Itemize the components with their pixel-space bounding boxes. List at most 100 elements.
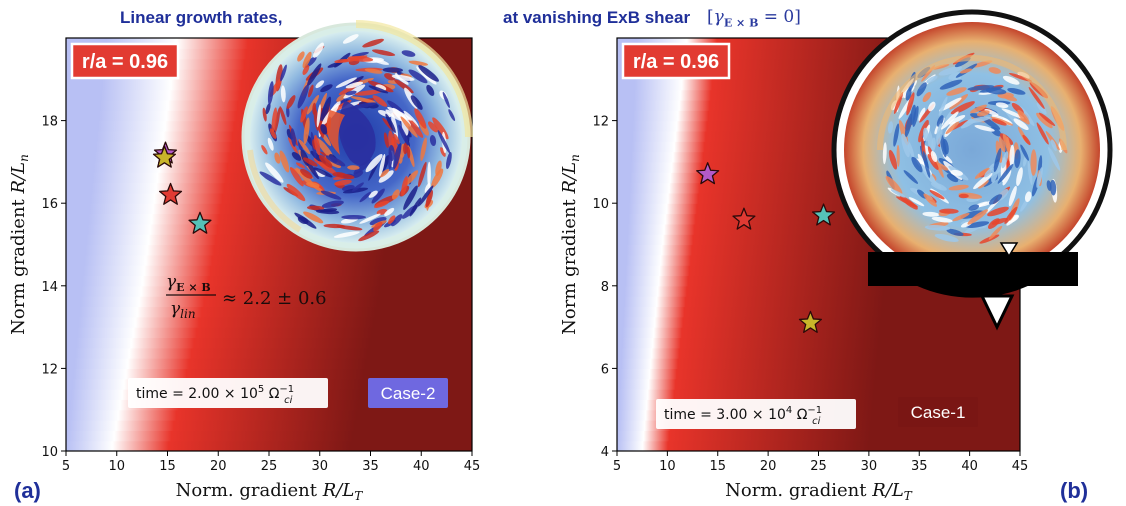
eddy-streak — [388, 151, 393, 170]
y-tick-label: 16 — [41, 197, 58, 212]
eddy-streak — [882, 142, 887, 165]
eddy-streak — [939, 79, 963, 90]
eddy-streak — [327, 61, 343, 68]
x-axis-label: Norm. gradient R/LT — [725, 480, 913, 503]
data-star — [188, 211, 212, 234]
eddy-streak — [320, 96, 332, 122]
eddy-streak — [893, 123, 900, 147]
eddy-streak — [325, 155, 346, 167]
eddy-streak — [353, 159, 372, 175]
eddy-streak — [885, 176, 903, 195]
inset-streaks-b — [882, 52, 1068, 244]
eddy-streak — [904, 113, 913, 138]
eddy-streak — [364, 68, 383, 74]
y-tick-label: 10 — [41, 445, 58, 460]
eddy-streak — [1016, 167, 1023, 186]
eddy-streak — [307, 63, 322, 86]
eddy-streak — [908, 197, 925, 207]
eddy-streak — [414, 108, 427, 129]
eddy-streak — [948, 72, 961, 80]
eddy-streak — [408, 60, 428, 66]
eddy-streak — [307, 205, 325, 211]
y-tick-label: 10 — [592, 197, 609, 212]
eddy-streak — [265, 162, 284, 183]
eddy-streak — [1001, 151, 1009, 169]
eddy-streak — [289, 167, 304, 187]
eddy-streak — [942, 138, 949, 155]
eddy-streak — [906, 92, 915, 116]
eddy-streak — [302, 65, 310, 75]
eddy-streak — [274, 107, 281, 134]
eddy-streak — [966, 221, 990, 228]
y-tick-label: 6 — [601, 362, 609, 377]
eddy-streak — [379, 169, 390, 178]
eddy-streak — [372, 95, 388, 107]
eddy-streak — [391, 74, 415, 81]
eddy-streak — [420, 137, 427, 162]
eddy-streak — [400, 116, 418, 138]
inset-turbulence-b — [831, 9, 1113, 298]
inset-streaks-a — [259, 34, 456, 242]
eddy-streak — [1036, 102, 1047, 115]
time-label: time = 2.00 × 105 Ω−1 ci — [136, 384, 294, 406]
eddy-streak — [350, 96, 376, 103]
eddy-streak — [341, 214, 366, 220]
x-tick-label: 45 — [464, 459, 481, 474]
eddy-streak — [279, 150, 290, 173]
eddy-streak — [967, 85, 995, 91]
eddy-streak — [984, 167, 994, 178]
eddy-streak — [294, 212, 317, 229]
eddy-streak — [974, 167, 990, 179]
eddy-streak — [958, 193, 969, 199]
ra-badge-label: r/a = 0.96 — [82, 51, 168, 73]
eddy-streak — [335, 77, 358, 88]
eddy-streak — [261, 144, 268, 155]
eddy-streak — [967, 209, 988, 225]
eddy-streak — [1036, 167, 1043, 188]
eddy-streak — [435, 160, 442, 176]
eddy-streak — [336, 173, 355, 180]
eddy-streak — [442, 91, 450, 108]
data-star — [732, 207, 756, 230]
ra-badge — [621, 42, 731, 80]
eddy-streak — [888, 121, 893, 134]
eddy-streak — [960, 210, 984, 219]
eddy-streak — [314, 134, 321, 156]
eddy-streak — [315, 209, 340, 215]
eddy-streak — [1017, 109, 1030, 125]
eddy-streak — [351, 51, 369, 58]
eddy-streak — [394, 79, 414, 94]
eddy-streak — [401, 50, 416, 57]
eddy-streak — [290, 128, 296, 147]
eddy-streak — [387, 107, 413, 121]
eddy-streak — [1008, 73, 1033, 82]
eddy-streak — [989, 194, 1003, 205]
eddy-streak — [377, 109, 392, 118]
eddy-streak — [1007, 88, 1026, 95]
eddy-streak — [259, 171, 282, 186]
eddy-streak — [948, 184, 969, 191]
eddy-streak — [899, 195, 918, 210]
x-axis-label: Norm. gradient R/LT — [176, 480, 364, 503]
eddy-streak — [313, 167, 333, 178]
eddy-streak — [930, 150, 938, 163]
y-tick-label: 8 — [601, 280, 609, 295]
data-star — [158, 182, 183, 205]
eddy-streak — [406, 146, 411, 159]
eddy-streak — [410, 95, 423, 110]
eddy-streak — [369, 217, 387, 226]
eddy-streak — [916, 82, 927, 97]
y-tick-label: 14 — [41, 280, 58, 295]
eddy-streak — [938, 97, 962, 112]
eddy-streak — [993, 148, 1002, 173]
eddy-streak — [1002, 75, 1020, 85]
data-star — [811, 203, 836, 226]
eddy-streak — [300, 106, 308, 123]
eddy-streak — [352, 170, 364, 179]
y-tick-label: 12 — [41, 362, 58, 377]
eddy-streak — [295, 162, 306, 169]
x-tick-label: 25 — [810, 459, 827, 474]
eddy-streak — [907, 141, 915, 159]
eddy-streak — [1022, 134, 1031, 146]
